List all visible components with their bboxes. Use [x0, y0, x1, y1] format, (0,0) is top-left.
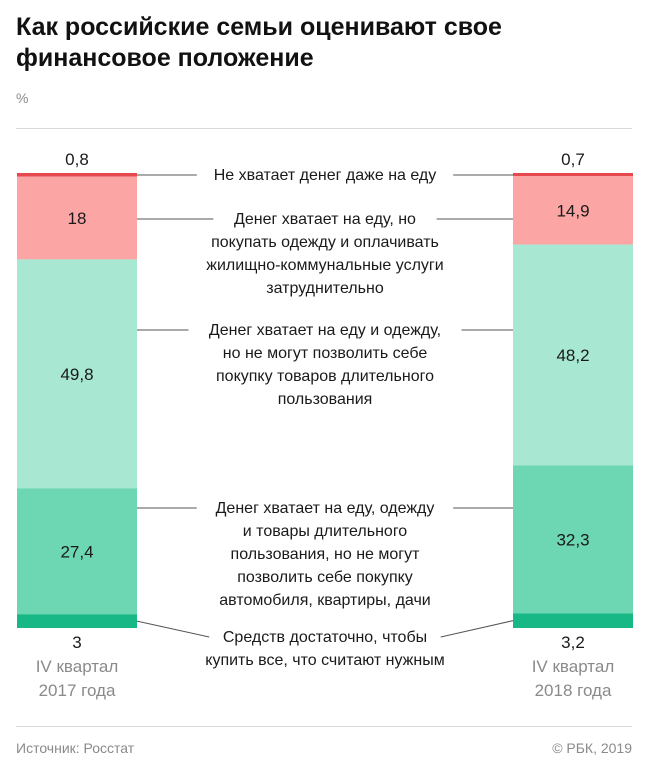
segment-value-label: 18: [68, 209, 87, 228]
legend-text-line: Денег хватает на еду, одежду: [216, 500, 435, 517]
segment-value-label: 3: [72, 633, 81, 652]
segment-value-label: 32,3: [556, 530, 589, 549]
segment-value-label: 14,9: [556, 201, 589, 220]
category-label: 2017 года: [39, 681, 116, 700]
bar-segment-5-col-2: [513, 613, 633, 628]
copyright-note: © РБК, 2019: [552, 740, 632, 756]
page-title: Как российские семьи оценивают свое фина…: [16, 13, 502, 72]
top-divider: [16, 128, 632, 129]
category-label: 2018 года: [535, 681, 612, 700]
legend-text-line: и товары длительного: [243, 523, 408, 540]
connector-line-left: [136, 620, 210, 638]
legend-text-line: автомобиля, квартиры, дачи: [219, 592, 430, 609]
segment-value-label: 49,8: [60, 365, 93, 384]
segment-value-label: 0,8: [65, 150, 89, 169]
legend-text-line: покупать одежду и оплачивать: [211, 234, 439, 251]
bar-segment-1-col-1: [17, 173, 137, 177]
bar-segment-1-col-2: [513, 173, 633, 177]
legend-text-line: пользования: [278, 391, 373, 408]
segment-value-label: 27,4: [60, 542, 93, 561]
stacked-bar-chart: 0,8 18 49,8 27,4 3 0,7 14,9 48,2 32,3 3,2 IV кварт…: [17, 150, 633, 700]
bottom-divider: [16, 726, 632, 727]
category-label: IV квартал: [532, 657, 615, 676]
legend-text-line: пользования, но не могут: [231, 546, 421, 563]
bar-segment-5-col-1: [17, 614, 137, 628]
legend-text-line: но не могут позволить себе: [223, 345, 428, 362]
legend-text-line: Не хватает денег даже на еду: [214, 167, 437, 184]
bar-segment-2-col-2: [513, 176, 633, 245]
source-note: Источник: Росстат: [16, 740, 135, 756]
connector-line-right: [440, 620, 514, 638]
legend-text-line: Денег хватает на еду и одежду,: [209, 322, 441, 339]
unit-label: %: [16, 90, 29, 106]
bar-segment-2-col-1: [17, 176, 137, 260]
category-label: IV квартал: [36, 657, 119, 676]
segment-value-label: 48,2: [556, 346, 589, 365]
segment-value-label: 0,7: [561, 150, 585, 169]
legend-text-line: позволить себе покупку: [237, 569, 413, 586]
legend-text-line: Денег хватает на еду, но: [234, 211, 416, 228]
legend-text-line: покупку товаров длительного: [216, 368, 434, 385]
bar-segment-3-col-1: [17, 259, 137, 489]
bar-segment-4-col-1: [17, 488, 137, 615]
bar-segment-3-col-2: [513, 244, 633, 466]
legend-text-line: Средств достаточно, чтобы: [223, 629, 427, 646]
legend-text-line: жилищно-коммунальные услуги: [206, 257, 443, 274]
bar-segment-4-col-2: [513, 465, 633, 614]
segment-value-label: 3,2: [561, 633, 585, 652]
legend-text-line: купить все, что считают нужным: [205, 652, 444, 669]
legend-text-line: затруднительно: [266, 280, 384, 297]
